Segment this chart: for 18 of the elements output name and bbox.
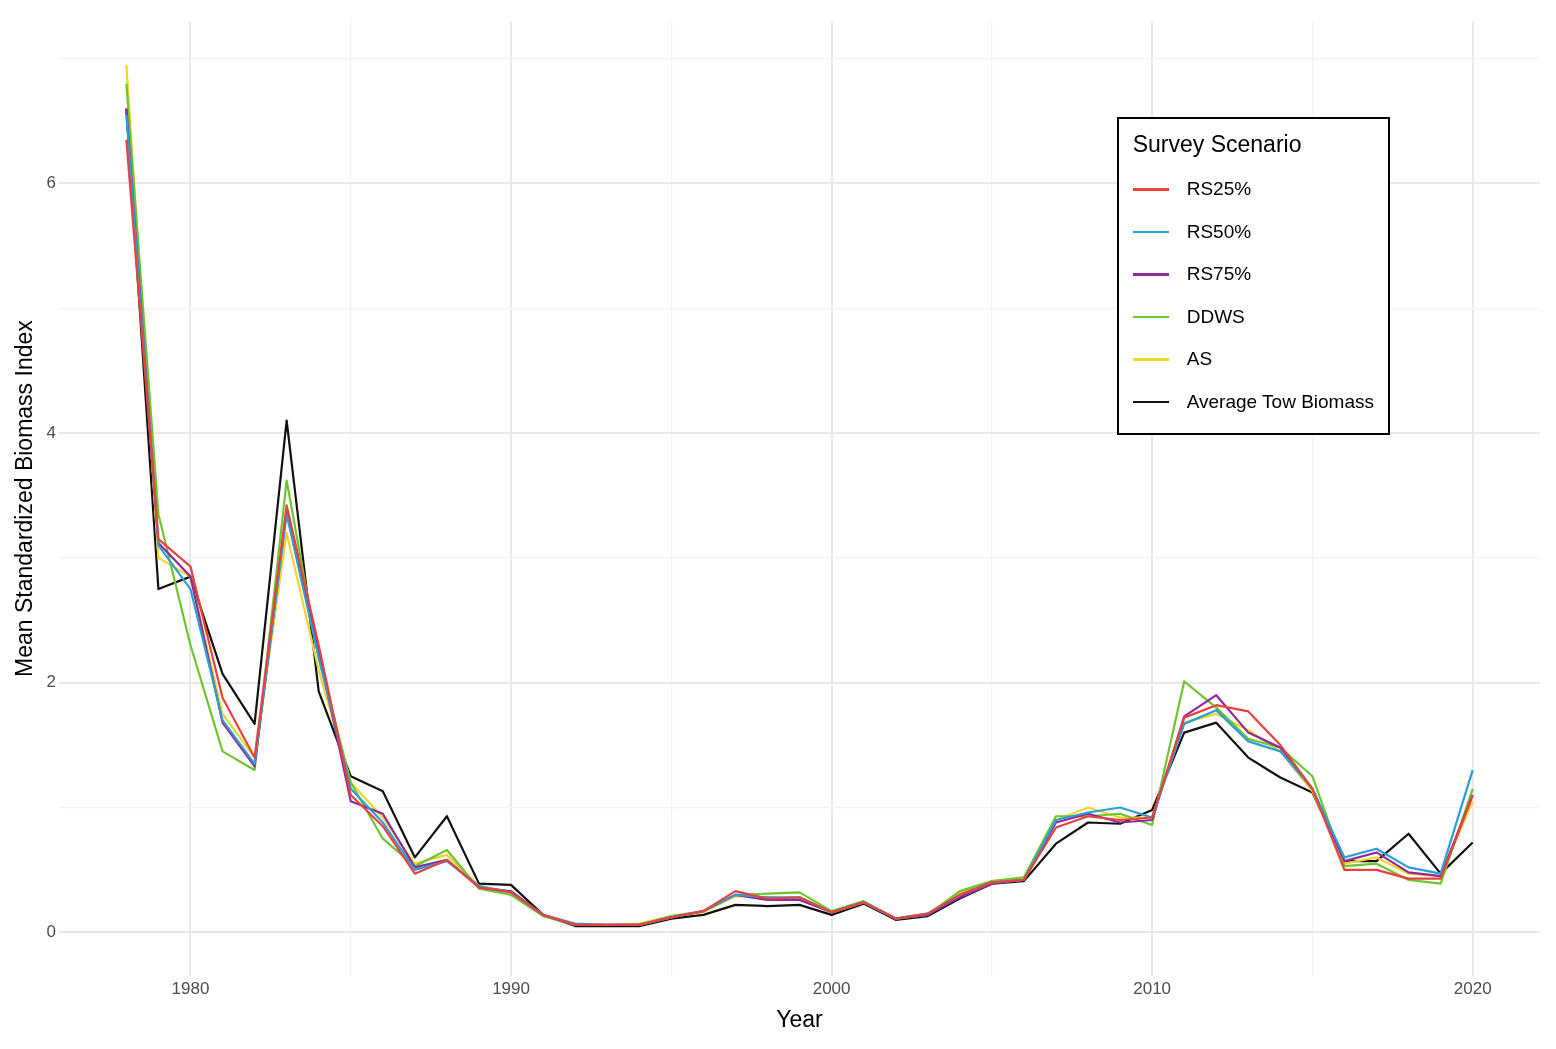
y-tick-label: 4: [46, 422, 57, 442]
x-tick-label: 2020: [1453, 978, 1492, 998]
legend-label: AS: [1186, 348, 1213, 371]
x-tick-label: 1980: [171, 978, 210, 998]
x-axis-title: Year: [776, 1005, 824, 1032]
legend-label: RS50%: [1186, 220, 1252, 243]
legend-title: Survey Scenario: [1132, 131, 1303, 159]
legend-label: RS25%: [1186, 178, 1252, 201]
y-tick-label: 6: [46, 173, 57, 193]
legend-label: DDWS: [1186, 305, 1245, 328]
x-tick-label: 1990: [492, 978, 530, 998]
y-tick-label: 2: [46, 672, 57, 692]
y-axis-title: Mean Standardized Biomass Index: [11, 319, 38, 677]
x-tick-label: 2010: [1133, 978, 1172, 998]
x-tick-label: 2000: [812, 978, 851, 998]
y-tick-label: 0: [46, 922, 57, 941]
legend-label: Average Tow Biomass: [1186, 390, 1374, 413]
legend-label: RS75%: [1186, 263, 1252, 286]
